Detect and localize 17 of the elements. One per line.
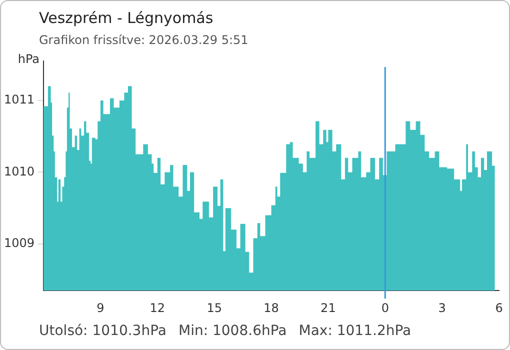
x-tick-label: 3 [438,300,446,315]
text: Utolsó: 1010.3hPa [39,323,166,339]
x-tick-label: 9 [96,300,104,315]
text: Min: 1008.6hPa [178,323,287,339]
x-tick-label: 0 [381,300,389,315]
x-tick-label: 6 [495,300,503,315]
x-tick-label: 21 [320,300,336,315]
x-tick-label: 12 [150,300,166,315]
chart-title: Veszprém - Légnyomás [39,9,214,27]
text: Max: 1011.2hPa [298,323,412,339]
x-tick-label: 18 [264,300,279,315]
y-axis-title: hPa [18,52,40,66]
y-tick-label: 1010 [4,164,35,178]
chart-subtitle: Grafikon frissítve: 2026.03.29 5:51 [39,33,248,47]
y-tick-label: 1009 [4,236,35,250]
x-tick-label: 15 [206,300,222,315]
y-tick-label: 1011 [4,92,35,107]
